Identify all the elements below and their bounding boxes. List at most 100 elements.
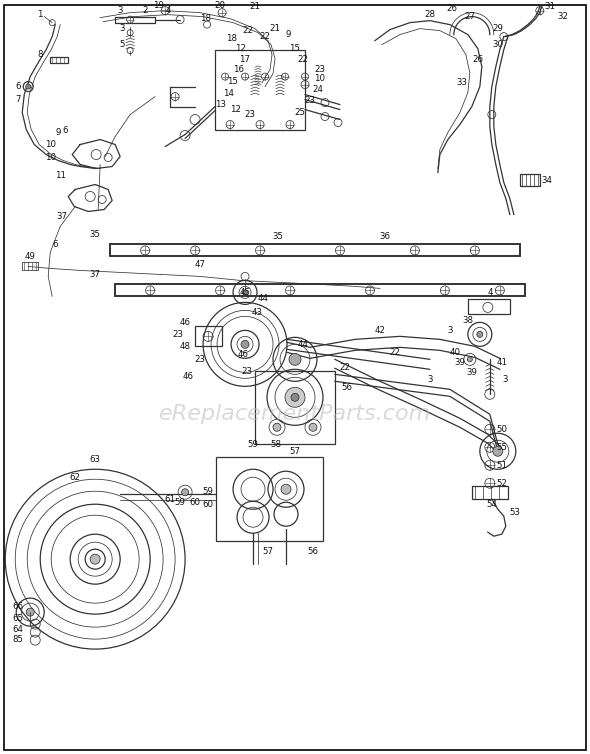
Circle shape <box>289 354 301 366</box>
Text: 54: 54 <box>486 500 497 509</box>
Circle shape <box>467 357 473 362</box>
Text: 45: 45 <box>240 288 251 297</box>
Circle shape <box>309 423 317 431</box>
Circle shape <box>242 290 248 295</box>
Text: 6: 6 <box>15 82 21 91</box>
Text: 17: 17 <box>238 55 250 64</box>
Circle shape <box>182 489 189 495</box>
Circle shape <box>26 84 31 89</box>
Text: 22: 22 <box>339 363 350 372</box>
Text: 8: 8 <box>38 50 43 59</box>
Text: 3: 3 <box>502 375 507 384</box>
Text: 39: 39 <box>454 358 466 367</box>
Text: 4: 4 <box>165 6 171 15</box>
Circle shape <box>291 394 299 401</box>
Text: 10: 10 <box>45 153 55 162</box>
Text: 23: 23 <box>241 367 253 375</box>
Circle shape <box>26 608 34 616</box>
Circle shape <box>285 388 305 407</box>
Text: 27: 27 <box>464 12 476 21</box>
Text: 15: 15 <box>227 77 238 86</box>
Text: 19: 19 <box>153 2 163 10</box>
Text: 57: 57 <box>263 547 274 556</box>
Text: 48: 48 <box>179 342 191 351</box>
Text: 36: 36 <box>379 232 391 241</box>
Text: 59: 59 <box>248 440 258 449</box>
Text: 44: 44 <box>257 294 268 303</box>
Text: 56: 56 <box>307 547 319 556</box>
Text: 2: 2 <box>142 6 148 15</box>
Text: 23: 23 <box>314 65 326 74</box>
Text: 30: 30 <box>492 40 503 49</box>
Text: 41: 41 <box>496 358 507 367</box>
Text: 9: 9 <box>285 30 290 39</box>
Text: 20: 20 <box>215 2 225 10</box>
Text: 18: 18 <box>199 14 211 23</box>
Text: 55: 55 <box>496 443 507 452</box>
Text: 85: 85 <box>13 635 24 644</box>
Text: 10: 10 <box>314 74 326 83</box>
Text: 22: 22 <box>260 32 271 41</box>
Text: 26: 26 <box>473 55 483 64</box>
Text: 56: 56 <box>342 383 352 392</box>
Text: 42: 42 <box>375 326 385 335</box>
Circle shape <box>477 331 483 337</box>
Circle shape <box>241 340 249 348</box>
Text: 22: 22 <box>297 55 309 64</box>
Text: 37: 37 <box>90 270 101 279</box>
Circle shape <box>90 554 100 564</box>
Circle shape <box>493 446 503 456</box>
Text: 39: 39 <box>467 368 477 377</box>
Text: 23: 23 <box>244 110 255 119</box>
Text: 66: 66 <box>13 602 24 611</box>
Text: 46: 46 <box>238 350 248 359</box>
Text: 58: 58 <box>271 440 281 449</box>
Text: 23: 23 <box>195 355 205 364</box>
Text: 50: 50 <box>496 425 507 434</box>
Text: 3: 3 <box>447 326 453 335</box>
Circle shape <box>281 484 291 494</box>
Text: 37: 37 <box>57 212 68 221</box>
Text: 28: 28 <box>424 10 435 19</box>
Text: 52: 52 <box>496 479 507 488</box>
Text: 47: 47 <box>195 260 205 269</box>
Text: 33: 33 <box>456 78 467 87</box>
Text: 22: 22 <box>389 348 401 357</box>
Text: 57: 57 <box>290 447 300 455</box>
Text: 35: 35 <box>273 232 284 241</box>
Text: 6: 6 <box>53 240 58 249</box>
Text: eReplacementParts.com: eReplacementParts.com <box>159 404 431 425</box>
Text: 49: 49 <box>25 252 35 261</box>
Text: 40: 40 <box>450 348 460 357</box>
Text: 21: 21 <box>250 2 261 11</box>
Text: 38: 38 <box>463 316 473 325</box>
Text: 4: 4 <box>487 288 493 297</box>
Text: 26: 26 <box>447 4 457 13</box>
Text: 7: 7 <box>15 95 21 104</box>
Text: 60: 60 <box>202 500 214 509</box>
Text: 23: 23 <box>173 329 183 339</box>
Text: 29: 29 <box>493 24 503 33</box>
Text: 51: 51 <box>496 461 507 470</box>
Text: 31: 31 <box>545 2 555 11</box>
Text: 64: 64 <box>13 624 24 633</box>
Text: 61: 61 <box>165 495 176 504</box>
Text: 12: 12 <box>230 105 241 114</box>
Text: 59: 59 <box>202 487 214 495</box>
Text: 10: 10 <box>45 140 55 149</box>
Text: 21: 21 <box>270 24 280 33</box>
Text: 24: 24 <box>313 85 323 94</box>
Circle shape <box>273 423 281 431</box>
Text: 15: 15 <box>290 44 300 53</box>
Text: 34: 34 <box>541 176 552 185</box>
Text: 35: 35 <box>90 230 101 239</box>
Text: 63: 63 <box>90 455 101 464</box>
Text: 9: 9 <box>55 128 61 137</box>
Text: 43: 43 <box>251 308 263 317</box>
Text: 32: 32 <box>558 12 568 21</box>
Text: 23: 23 <box>304 96 316 105</box>
Text: 13: 13 <box>215 100 225 109</box>
Text: 18: 18 <box>226 34 237 43</box>
Text: 3: 3 <box>117 6 123 15</box>
Text: 12: 12 <box>235 44 245 53</box>
